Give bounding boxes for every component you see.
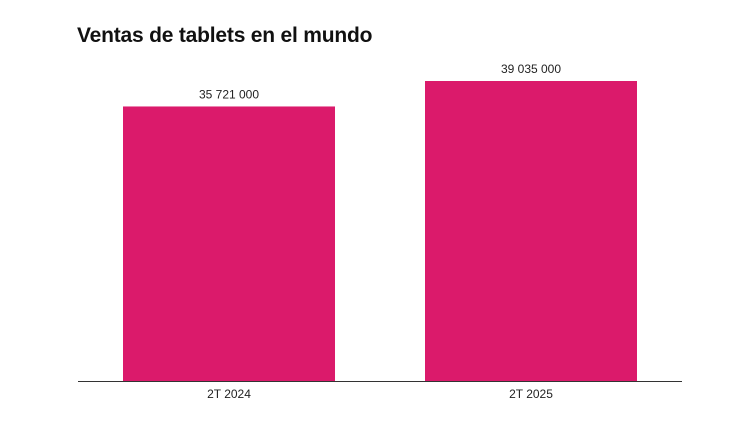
- bar-value-label: 39 035 000: [501, 62, 561, 76]
- bars-layer: [123, 81, 637, 381]
- x-tick-label: 2T 2025: [509, 387, 553, 401]
- x-tick-label: 2T 2024: [207, 387, 251, 401]
- bar-value-label: 35 721 000: [199, 87, 259, 101]
- bar-2: [425, 81, 637, 381]
- chart-title: Ventas de tablets en el mundo: [77, 24, 373, 47]
- bar-1: [123, 106, 335, 381]
- labels-layer: 35 721 000 2T 2024 39 035 000 2T 2025: [199, 62, 561, 401]
